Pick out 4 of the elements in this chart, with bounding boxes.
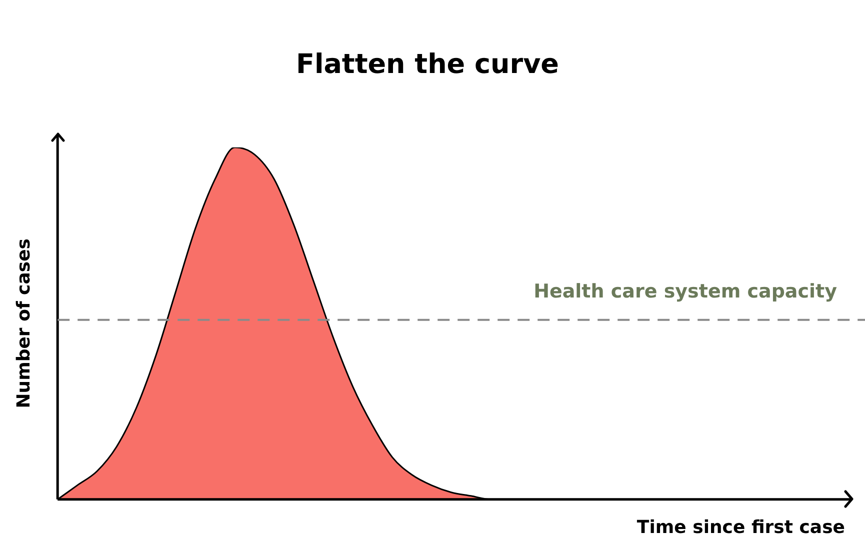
y-axis-title: Number of cases	[13, 238, 34, 408]
x-axis-title: Time since first case	[636, 516, 845, 538]
ref-line-label: Health care system capacity	[534, 280, 838, 302]
chart-title: Flatten the curve	[296, 49, 559, 80]
